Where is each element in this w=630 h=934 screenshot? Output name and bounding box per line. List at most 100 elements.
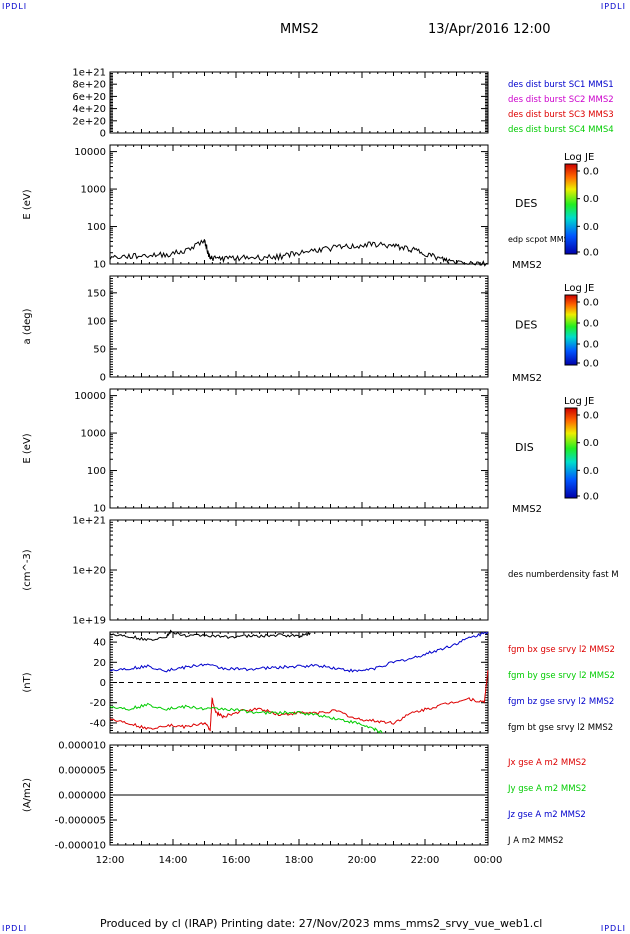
series-line [109,631,489,673]
legend-entry: Jz gse A m2 MMS2 [507,810,586,820]
y-tick-label: 20 [93,658,106,669]
series-line [109,629,311,642]
colorbar-value: 0.0 [583,298,599,309]
footer-credit: Produced by cl (IRAP) Printing date: 27/… [100,917,543,930]
y-tick-label: 0.000000 [58,791,106,802]
colorbar-title: Log JE [564,396,594,407]
colorbar [564,163,578,255]
y-tick-label: 0 [100,678,106,689]
y-tick-label: 6e+20 [72,92,106,103]
y-tick-label: 0.000010 [58,741,106,752]
y-axis-label: (A/m2) [22,778,33,812]
colorbar [564,407,578,499]
legend-entry: des dist burst SC4 MMS4 [508,125,614,135]
y-axis-label: (cm^-3) [22,549,33,590]
legend-entry: Jy gse A m2 MMS2 [507,784,586,794]
y-tick-label: 1e+19 [72,616,106,627]
y-tick-label: 8e+20 [72,80,106,91]
y-tick-label: 10000 [74,147,106,158]
panel-instrument-label: DIS [515,441,534,454]
colorbar-value: 0.0 [583,466,599,477]
series-line [109,239,489,267]
legend-entry: J A m2 MMS2 [507,836,564,846]
y-tick-label: -0.000005 [55,816,106,827]
legend-entry: fgm by gse srvy l2 MMS2 [508,671,615,681]
colorbar-title: Log JE [564,152,594,163]
y-tick-label: 1e+20 [72,566,106,577]
y-axis-label: a (deg) [22,308,33,344]
colorbar-value: 0.0 [583,167,599,178]
colorbar-value: 0.0 [583,359,599,370]
y-tick-label: -20 [90,698,106,709]
panel-spacecraft-label: MMS2 [512,260,542,271]
panel-spacecraft-label: MMS2 [512,504,542,515]
y-axis-label: (nT) [22,672,33,692]
x-tick-label: 00:00 [474,855,503,866]
y-tick-label: 0.000005 [58,766,106,777]
logo-top-right: IPDLI [600,2,626,11]
panel-frame [109,388,489,509]
panel-frame [109,71,489,134]
y-tick-label: 1000 [81,429,106,440]
panel-instrument-label: DES [515,319,537,332]
colorbar-value: 0.0 [583,194,599,205]
panel-frame [109,144,489,265]
y-tick-label: 2e+20 [72,116,106,127]
x-tick-label: 14:00 [159,855,188,866]
legend-entry: edp scpot MMS2 [508,235,574,244]
panel-frame [109,275,489,378]
legend-entry: fgm bx gse srvy l2 MMS2 [508,645,615,655]
y-tick-label: 0 [100,373,106,384]
date-title: 13/Apr/2016 12:00 [428,22,551,37]
x-tick-label: 12:00 [96,855,125,866]
colorbar-value: 0.0 [583,248,599,259]
panel-frame [109,519,489,621]
y-tick-label: 4e+20 [72,104,106,115]
y-tick-label: 0 [100,129,106,140]
colorbar-value: 0.0 [583,222,599,233]
logo-bottom-right: IPDLI [600,924,626,933]
x-tick-label: 20:00 [348,855,377,866]
series-line [109,670,489,732]
legend-entry: des dist burst SC2 MMS2 [508,95,614,105]
colorbar-value: 0.0 [583,319,599,330]
y-tick-label: -40 [90,718,106,729]
x-tick-label: 18:00 [285,855,314,866]
colorbar [564,294,578,366]
y-axis-label: E (eV) [22,189,33,219]
logo-bottom-left: IPDLI [2,924,28,933]
y-tick-label: 1000 [81,185,106,196]
legend-entry: Jx gse A m2 MMS2 [507,758,586,768]
colorbar-value: 0.0 [583,340,599,351]
legend-entry: des numberdensity fast M [508,570,619,580]
y-tick-label: 100 [87,316,106,327]
y-tick-label: 10 [93,504,106,515]
y-tick-label: 10000 [74,391,106,402]
colorbar-value: 0.0 [583,411,599,422]
legend-entry: des dist burst SC3 MMS3 [508,110,614,120]
x-tick-label: 22:00 [411,855,440,866]
legend-entry: fgm bz gse srvy l2 MMS2 [508,697,614,707]
y-tick-label: 1e+21 [72,68,106,79]
logo-top-left: IPDLI [2,2,28,11]
y-tick-label: 100 [87,222,106,233]
y-tick-label: 150 [87,288,106,299]
colorbar-value: 0.0 [583,438,599,449]
spacecraft-title: MMS2 [280,22,319,37]
x-tick-label: 16:00 [222,855,251,866]
colorbar-value: 0.0 [583,492,599,503]
panel-instrument-label: DES [515,197,537,210]
y-tick-label: 50 [93,344,106,355]
y-tick-label: 1e+21 [72,516,106,527]
series-line [109,702,383,734]
colorbar-title: Log JE [564,283,594,294]
y-tick-label: 40 [93,638,106,649]
panel-spacecraft-label: MMS2 [512,373,542,384]
legend-entry: des dist burst SC1 MMS1 [508,80,614,90]
y-tick-label: 10 [93,260,106,271]
y-tick-label: -0.000010 [55,841,106,852]
legend-entry: fgm bt gse srvy l2 MMS2 [508,723,613,733]
y-tick-label: 100 [87,466,106,477]
y-axis-label: E (eV) [22,433,33,463]
